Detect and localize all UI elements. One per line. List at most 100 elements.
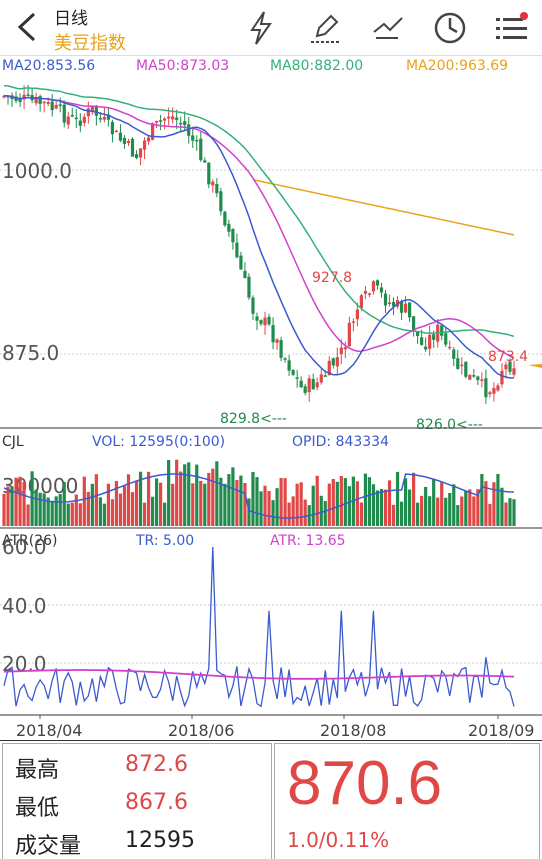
candle-body [239, 255, 243, 270]
candle-body [331, 358, 335, 366]
candle-body [199, 138, 203, 161]
volume-bar [464, 490, 468, 526]
volume-stat-label: 成交量 [15, 834, 82, 859]
back-icon[interactable] [8, 4, 48, 50]
candle-body [191, 135, 195, 141]
candle-body [34, 97, 38, 104]
volume-bar [235, 480, 239, 526]
volume-bar [34, 489, 38, 526]
volume-bar [22, 481, 26, 526]
candle-body [383, 293, 388, 306]
candle-body [367, 293, 372, 295]
x-tick-jun: 2018/06 [168, 721, 234, 740]
ma50-line [3, 95, 515, 359]
candle-body [375, 280, 380, 286]
volume-bar [247, 498, 251, 526]
volume-bar [130, 492, 135, 526]
volume-bar [460, 496, 464, 526]
volume-bar [199, 480, 203, 526]
volume-bar [18, 476, 22, 526]
candle-body [488, 392, 492, 395]
candle-body [275, 339, 279, 343]
volume-bar [74, 494, 78, 526]
pen-icon[interactable] [305, 8, 345, 48]
volume-bar [412, 472, 416, 526]
volume-bar [512, 499, 516, 526]
atr-tick-60: 60.0 [2, 535, 47, 559]
volume-bar [175, 459, 179, 526]
volume-bar [163, 502, 167, 526]
candle-body [122, 137, 127, 144]
candle-body [432, 334, 436, 340]
volume-bar [452, 484, 456, 526]
volume-bar [444, 497, 448, 526]
candle-body [102, 117, 106, 120]
volume-bar [472, 496, 476, 526]
candle-body [456, 358, 460, 369]
candle-body [387, 302, 392, 305]
x-tick-aug: 2018/08 [320, 721, 386, 740]
candle-body [223, 211, 227, 226]
candle-body [496, 385, 500, 391]
clock-icon[interactable] [430, 8, 470, 48]
volume-bar [424, 486, 428, 526]
volume-bar [303, 499, 307, 526]
volume-bar [6, 486, 10, 526]
volume-bar [98, 497, 102, 526]
volume-bar [167, 460, 171, 526]
volume-bar [239, 475, 243, 526]
opid-value: OPID: 843334 [292, 434, 389, 450]
candle-body [283, 358, 287, 360]
candle-body [255, 316, 259, 321]
atr-tick-40: 40.0 [2, 594, 47, 618]
candle-body [167, 116, 171, 119]
candle-body [118, 132, 123, 141]
volume-bar [371, 484, 376, 526]
candle-body [187, 124, 191, 136]
high-row: 最高 872.6 [3, 744, 273, 783]
volume-bar [219, 477, 223, 526]
candle-body [420, 337, 424, 345]
candle-body [319, 374, 323, 383]
menu-icon[interactable] [492, 8, 532, 48]
volume-bar [283, 478, 287, 526]
volume-label: CJL [2, 434, 24, 450]
candle-body [444, 333, 448, 345]
lightning-icon[interactable] [240, 8, 280, 48]
volume-bar [275, 488, 279, 526]
candle-body [154, 120, 159, 123]
candle-body [335, 357, 339, 367]
volume-bar [403, 478, 408, 526]
volume-bar [492, 482, 496, 526]
candle-body [480, 379, 484, 381]
high-label: 最高 [15, 758, 60, 783]
volume-bar [287, 502, 291, 526]
candle-body [448, 346, 452, 349]
volume-bar [142, 502, 147, 526]
volume-bar [323, 501, 327, 526]
volume-bar [114, 481, 119, 526]
candle-body [339, 347, 343, 355]
volume-bar [46, 497, 50, 526]
candle-body [183, 121, 187, 126]
candle-body [54, 104, 58, 109]
low-annotation-2: 826.0<--- [416, 417, 483, 433]
volume-bar [223, 483, 227, 526]
ma20-label: MA20:853.56 [2, 58, 96, 74]
candle-body [279, 340, 283, 358]
volume-bar [102, 503, 106, 526]
draw-line-icon[interactable] [368, 8, 408, 48]
candle-body [351, 321, 355, 323]
tr-value: TR: 5.00 [135, 533, 194, 549]
volume-bar [295, 483, 299, 526]
x-axis: 2018/04 2018/06 2018/08 2018/09 [16, 715, 534, 740]
ma80-line [3, 85, 515, 338]
chart-area[interactable]: 1000.0 875.0 927.8 829.8<--- 826.0<--- 8… [0, 78, 542, 740]
candle-body [106, 114, 111, 120]
volume-bar [448, 492, 452, 526]
candle-body [287, 360, 291, 371]
candle-body [464, 361, 468, 377]
volume-bar [171, 483, 175, 526]
volume-bar [179, 471, 183, 526]
atr-line [3, 669, 515, 680]
